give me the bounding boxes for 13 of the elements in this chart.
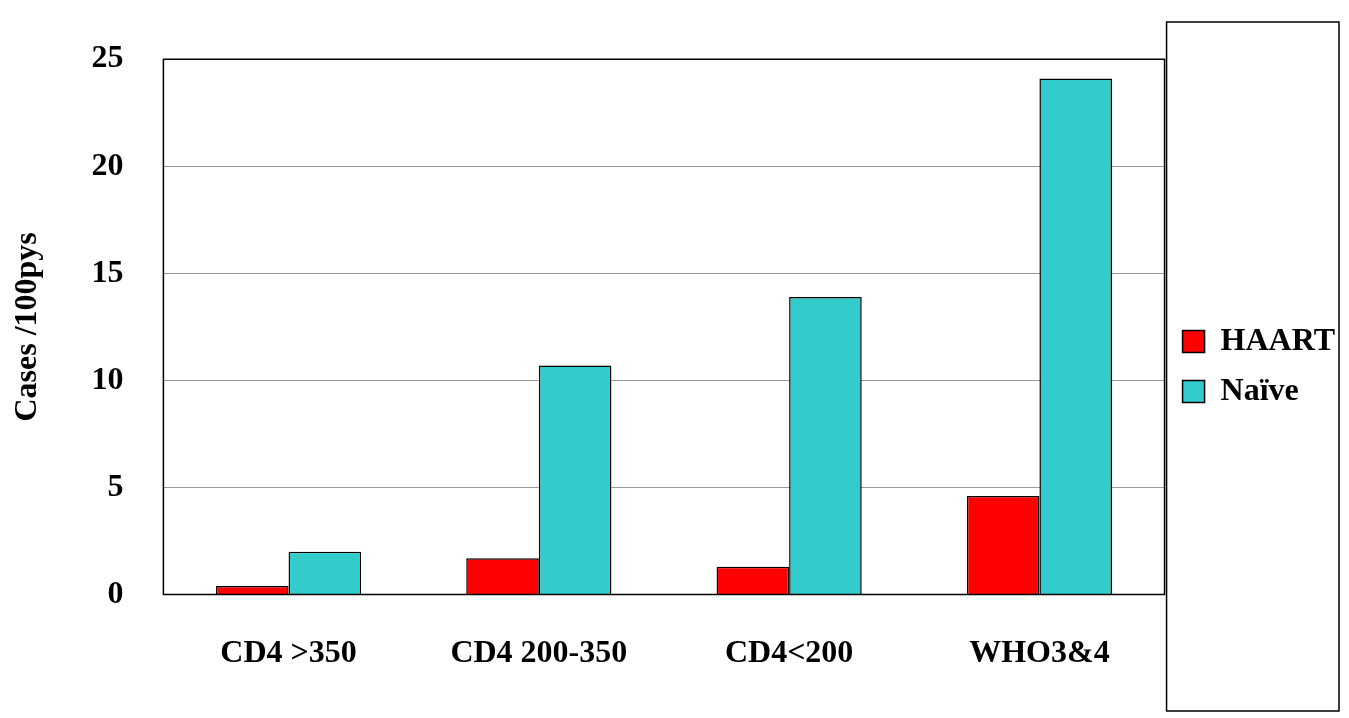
y-tick-label: 15: [91, 252, 124, 289]
x-tick-label: CD4 200-350: [450, 633, 628, 670]
x-tick-label: CD4<200: [724, 633, 854, 670]
y-tick-label: 0: [107, 573, 124, 610]
y-axis-title: Cases /100pys: [7, 232, 44, 422]
legend-label: Naïve: [1220, 370, 1299, 407]
y-tick-label: 5: [107, 466, 124, 503]
y-tick-label: 20: [91, 145, 124, 182]
x-tick-label: WHO3&4: [969, 633, 1110, 670]
legend-label: HAART: [1220, 320, 1335, 357]
y-tick-label: 10: [91, 359, 124, 396]
y-tick-label: 25: [91, 38, 124, 75]
x-tick-label: CD4 >350: [220, 633, 357, 670]
